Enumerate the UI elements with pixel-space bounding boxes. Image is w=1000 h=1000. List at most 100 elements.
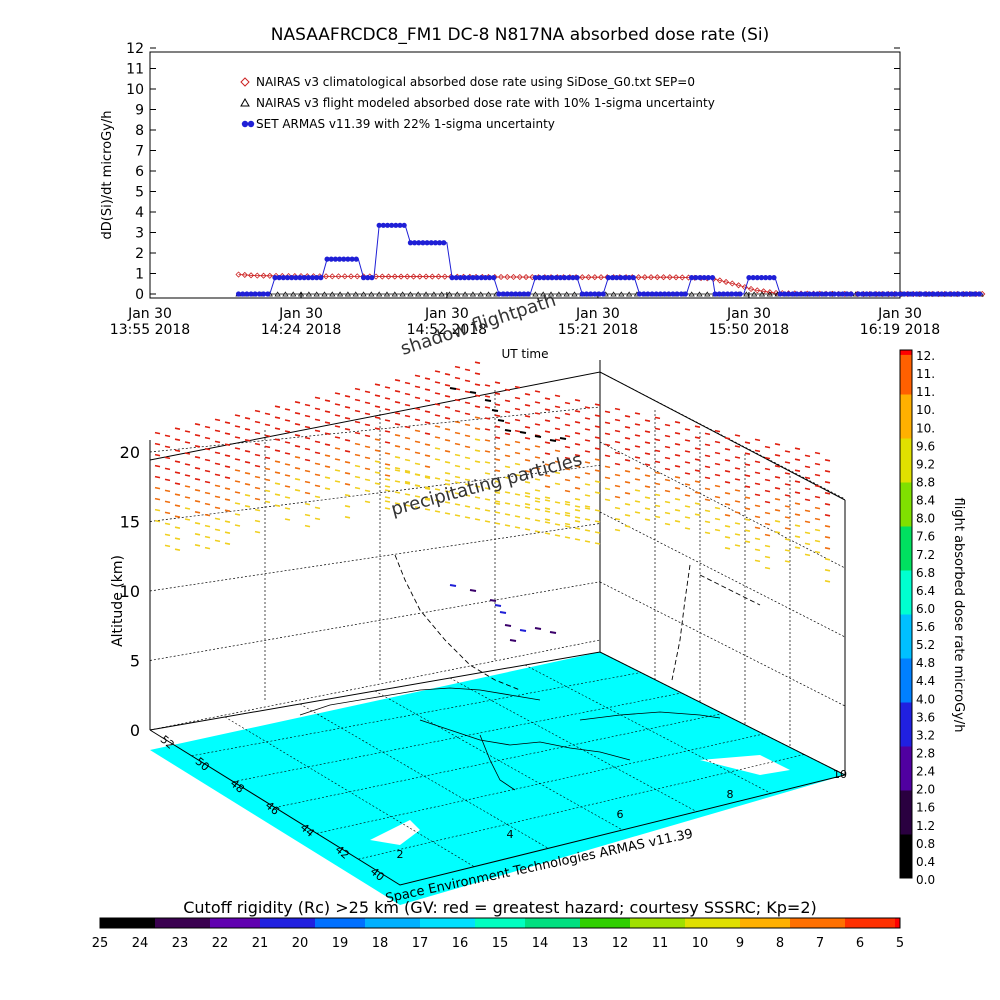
particle-mark xyxy=(314,517,321,521)
particle-mark xyxy=(364,445,371,449)
series-point xyxy=(823,291,829,297)
series-point xyxy=(383,291,391,297)
bottom-colorbar-segment xyxy=(490,918,496,928)
series-point xyxy=(754,275,760,281)
right-colorbar-tick-label: 9.2 xyxy=(916,457,935,471)
particle-mark xyxy=(534,456,541,459)
longitude-tick-label: 6 xyxy=(617,808,624,821)
particle-mark xyxy=(824,536,831,539)
bottom-colorbar-segment xyxy=(770,918,776,928)
bottom-colorbar-tick-label: 24 xyxy=(132,936,149,951)
particle-mark xyxy=(194,511,201,514)
particle-mark xyxy=(244,450,251,453)
series-point xyxy=(777,291,783,297)
right-colorbar-segment xyxy=(900,715,912,721)
particle-mark xyxy=(444,479,451,482)
particle-mark xyxy=(554,501,561,504)
particle-mark xyxy=(284,518,291,521)
particle-mark xyxy=(664,467,671,471)
bottom-colorbar-segment xyxy=(355,918,361,928)
legend-marker-dot xyxy=(247,120,255,128)
particle-mark xyxy=(774,531,781,534)
particle-mark xyxy=(764,522,771,526)
longitude-tick-label: 8 xyxy=(727,788,734,801)
bottom-colorbar-segment xyxy=(630,918,636,928)
right-colorbar-segment xyxy=(900,856,912,861)
particle-mark xyxy=(444,490,451,493)
right-colorbar-segment xyxy=(900,847,912,853)
particle-mark xyxy=(594,542,601,545)
particle-mark xyxy=(194,489,201,492)
particle-mark xyxy=(464,434,471,438)
flightpath-mark xyxy=(519,431,527,434)
right-colorbar-segment xyxy=(900,358,912,364)
particle-mark xyxy=(804,542,811,546)
particle-mark xyxy=(164,489,171,493)
particle-mark xyxy=(734,522,741,525)
particle-mark xyxy=(474,361,481,364)
particle-mark xyxy=(164,434,171,438)
bottom-colorbar-tick-label: 18 xyxy=(372,936,389,951)
particle-mark xyxy=(514,407,521,411)
right-colorbar-segment xyxy=(900,534,912,540)
series-point xyxy=(522,274,530,281)
bottom-colorbar-segment xyxy=(500,918,506,928)
bottom-colorbar-segment xyxy=(695,918,701,928)
series-point xyxy=(641,274,648,281)
series-point xyxy=(555,291,562,297)
particle-mark xyxy=(344,516,351,519)
particle-mark xyxy=(524,437,531,440)
series-point xyxy=(914,291,920,297)
particle-mark xyxy=(784,461,791,464)
particle-mark xyxy=(714,451,721,455)
right-colorbar-segment xyxy=(900,697,912,703)
bottom-colorbar-segment xyxy=(325,918,331,928)
map-white-region xyxy=(370,820,420,845)
particle-mark xyxy=(604,487,611,491)
particle-mark xyxy=(704,509,711,513)
particle-mark xyxy=(604,443,611,447)
series-point xyxy=(380,222,386,228)
particle-mark xyxy=(504,399,511,403)
x-tick-label: Jan 30 xyxy=(575,306,620,322)
particle-mark xyxy=(654,515,661,519)
particle-mark xyxy=(744,518,751,521)
right-colorbar-segment xyxy=(900,649,912,655)
particle-mark xyxy=(344,483,351,486)
series-point xyxy=(592,291,598,297)
particle-mark xyxy=(624,503,631,506)
series-point xyxy=(758,275,765,281)
right-colorbar-segment xyxy=(900,851,912,857)
right-colorbar-tick-label: 1.6 xyxy=(916,801,935,815)
particle-mark xyxy=(624,426,631,429)
particle-mark xyxy=(624,514,631,517)
particle-mark xyxy=(384,485,391,488)
series-point xyxy=(654,274,661,281)
particle-mark xyxy=(814,550,821,554)
particle-mark xyxy=(774,509,781,512)
particle-mark xyxy=(744,496,751,499)
particle-mark xyxy=(384,496,391,499)
series-point xyxy=(859,291,866,297)
bottom-colorbar-segment xyxy=(665,918,671,928)
right-colorbar-tick-label: 0.8 xyxy=(916,837,935,851)
right-colorbar-tick-label: 5.2 xyxy=(916,638,935,652)
series-point xyxy=(399,291,406,297)
legend-marker-triangle xyxy=(240,97,250,107)
altitude-gridline xyxy=(149,406,601,453)
particle-mark xyxy=(314,495,321,499)
right-colorbar-segment xyxy=(900,354,912,360)
particle-mark xyxy=(594,414,601,417)
particle-mark xyxy=(314,462,321,466)
right-colorbar-tick-label: 4.8 xyxy=(916,656,935,670)
particle-mark xyxy=(534,530,541,533)
particle-mark xyxy=(774,465,781,468)
right-colorbar-segment xyxy=(900,732,912,738)
particle-mark xyxy=(644,463,651,466)
series-point xyxy=(332,256,339,262)
particle-mark xyxy=(784,516,791,519)
particle-mark xyxy=(814,473,821,477)
particle-mark xyxy=(324,476,331,479)
legend-entry: SET ARMAS v11.39 with 22% 1-sigma uncert… xyxy=(241,117,555,131)
bottom-colorbar-segment xyxy=(830,918,836,928)
